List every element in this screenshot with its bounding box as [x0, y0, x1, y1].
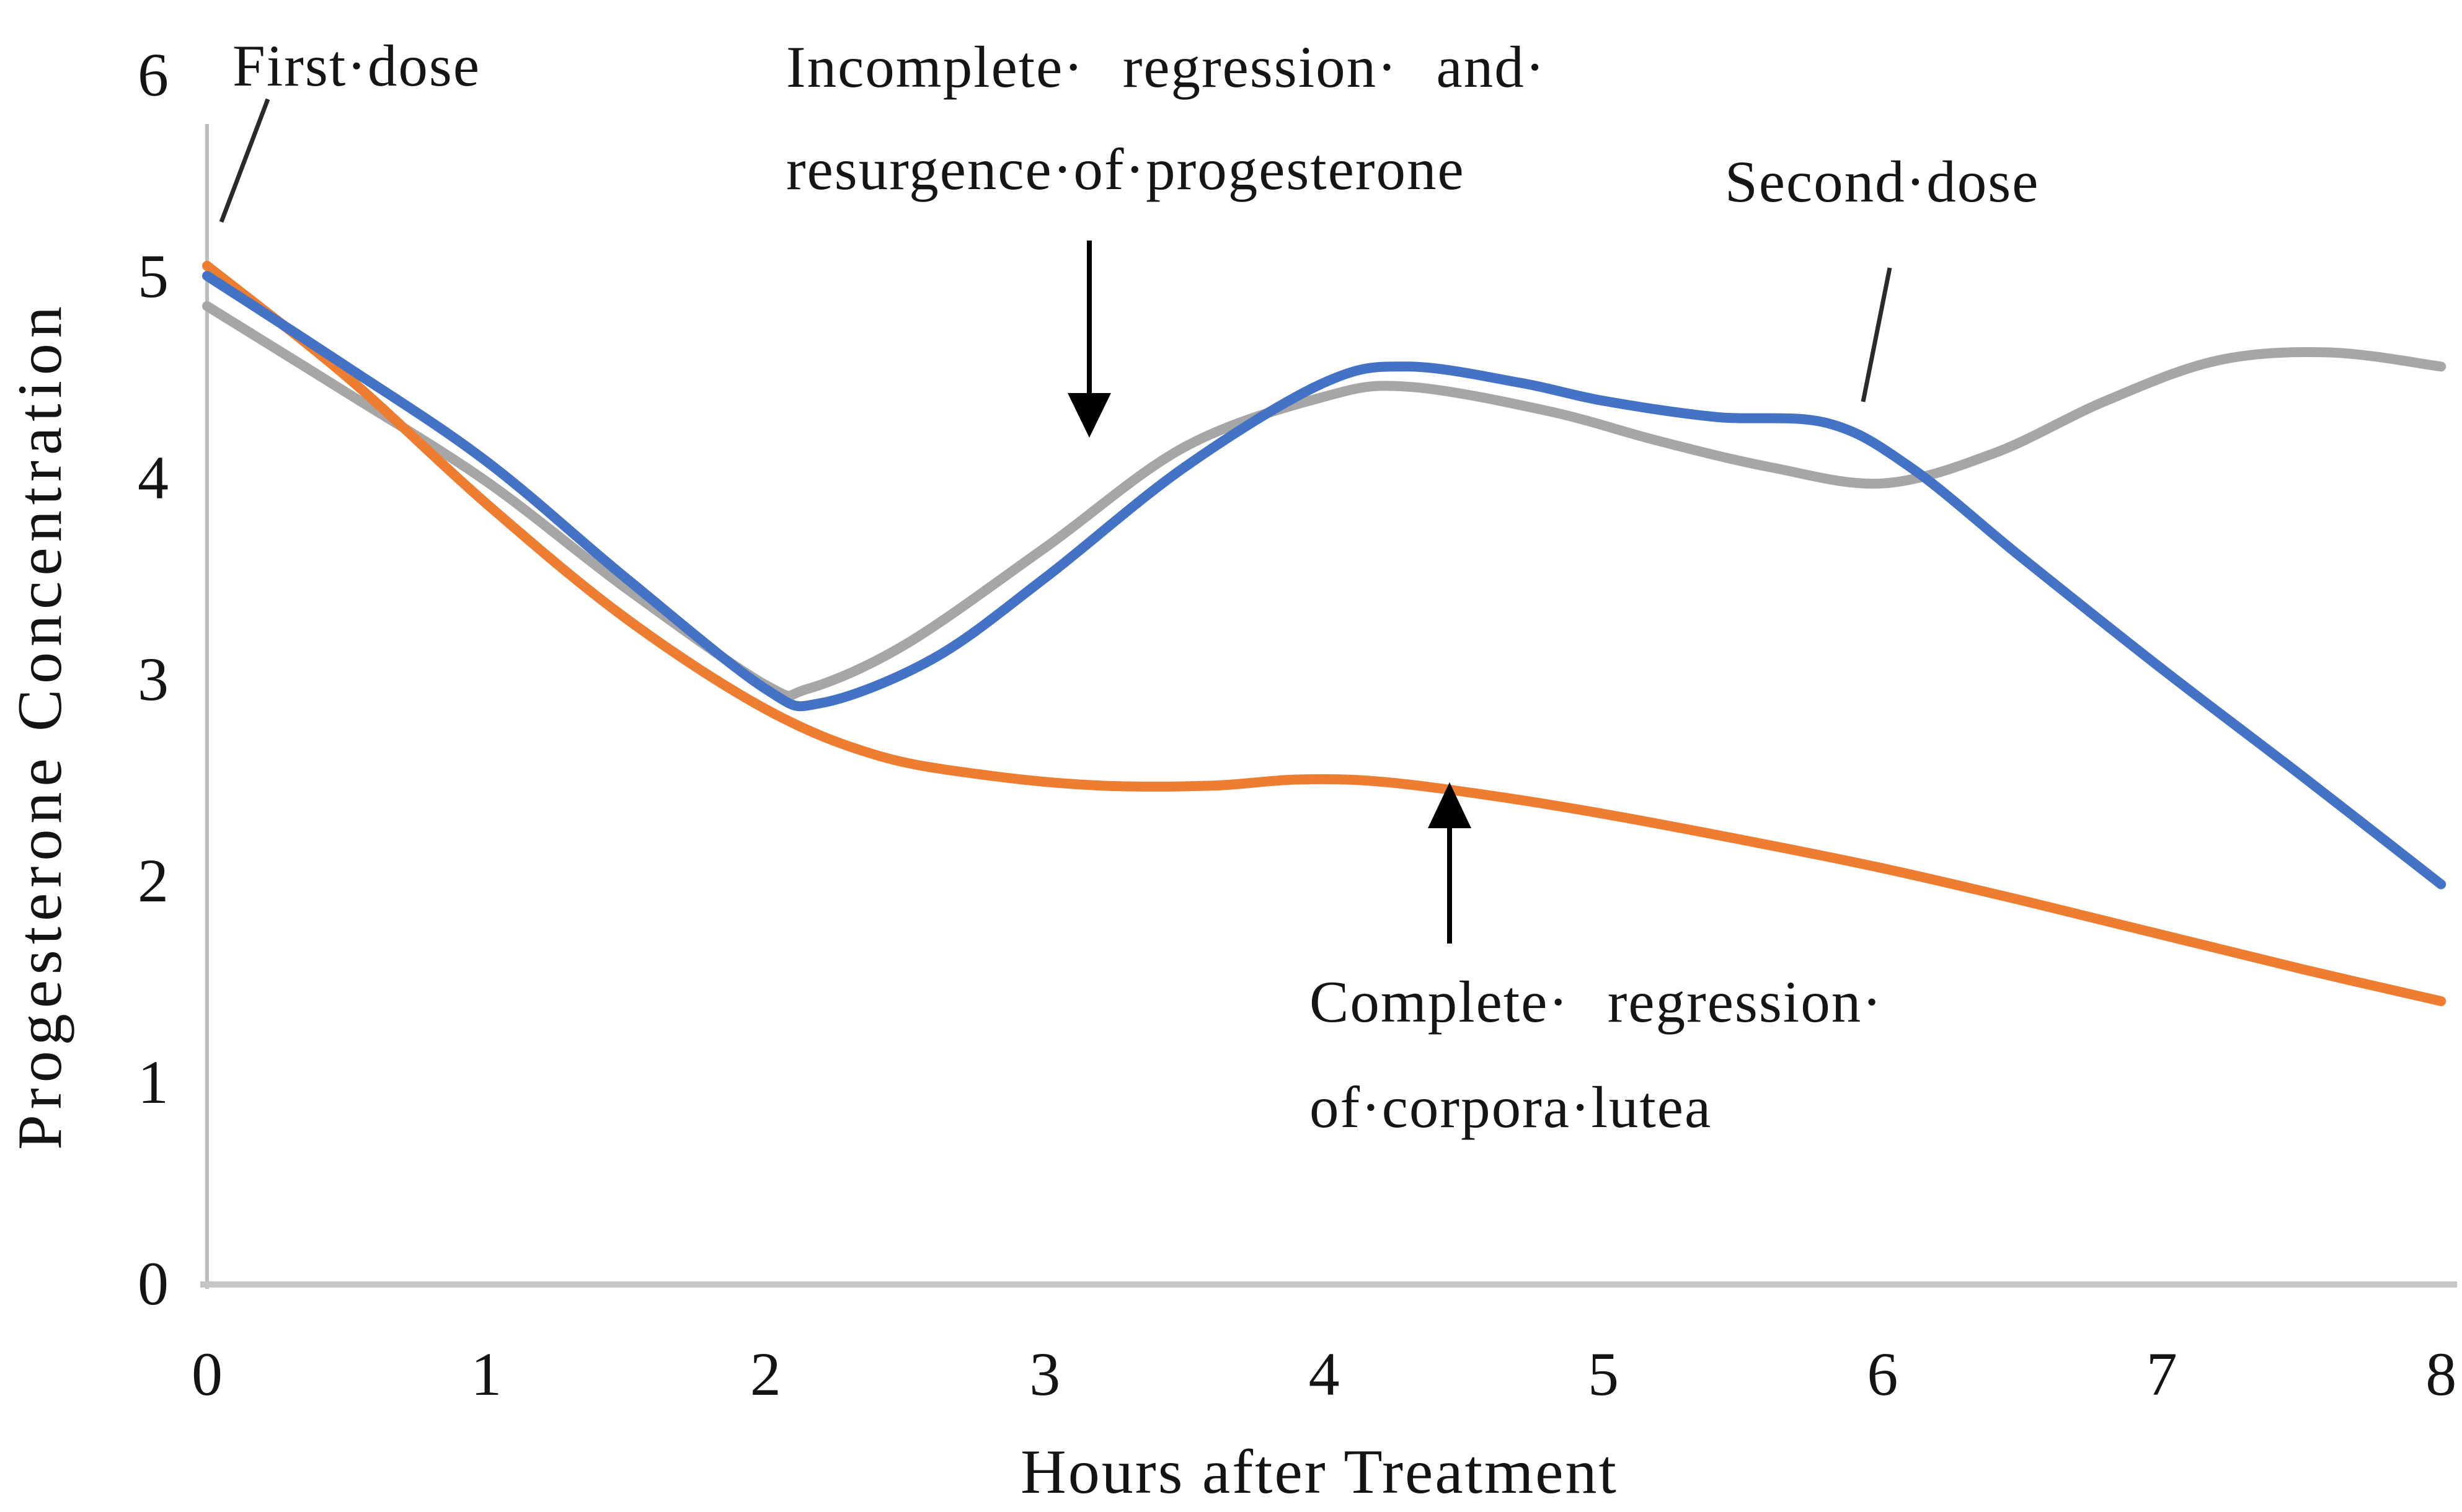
annotation-complete-regression-line2: of·corpora·lutea [1309, 1074, 1712, 1140]
y-tick-label: 2 [138, 846, 169, 915]
first-dose-pointer-slash [219, 98, 270, 223]
x-axis-title: Hours after Treatment [1021, 1437, 1618, 1507]
up-arrow [1428, 782, 1471, 944]
down-arrow-head-icon [1068, 393, 1111, 438]
x-tick-label: 2 [750, 1340, 781, 1408]
x-tick-label: 5 [1588, 1340, 1619, 1408]
annotation-incomplete-regression-line2: resurgence·of·progesterone [786, 136, 1465, 202]
x-tick-label: 1 [471, 1340, 502, 1408]
y-tick-label: 0 [138, 1249, 169, 1318]
down-arrow [1068, 241, 1111, 438]
curves-group [202, 260, 2447, 1006]
x-tick-label: 8 [2425, 1340, 2456, 1408]
y-tick-label: 4 [138, 443, 169, 512]
curve-gray [202, 301, 2447, 701]
y-tick-label: 1 [138, 1048, 169, 1116]
annotation-second-dose: Second·dose [1725, 149, 2039, 214]
y-tick-labels: 0 1 2 3 4 5 6 [138, 40, 169, 1318]
y-axis-title: Progesterone Concentration [5, 301, 75, 1150]
second-dose-pointer-slash [1861, 267, 1892, 402]
y-tick-label: 3 [138, 645, 169, 714]
up-arrow-head-icon [1428, 782, 1471, 828]
x-tick-label: 0 [192, 1340, 223, 1408]
y-tick-label: 6 [138, 40, 169, 109]
annotation-complete-regression-line1: Complete· regression· [1309, 969, 1883, 1035]
annotation-first-dose: First·dose [232, 33, 480, 99]
x-tick-labels: 0 1 2 3 4 5 6 7 8 [192, 1340, 2456, 1408]
curve-orange [202, 260, 2447, 1006]
x-tick-label: 3 [1029, 1340, 1060, 1408]
x-tick-label: 6 [1867, 1340, 1898, 1408]
x-tick-label: 7 [2146, 1340, 2177, 1408]
curve-blue [202, 271, 2447, 890]
x-tick-label: 4 [1309, 1340, 1340, 1408]
annotation-incomplete-regression-line1: Incomplete· regression· and· [786, 34, 1546, 100]
y-tick-label: 5 [138, 242, 169, 311]
